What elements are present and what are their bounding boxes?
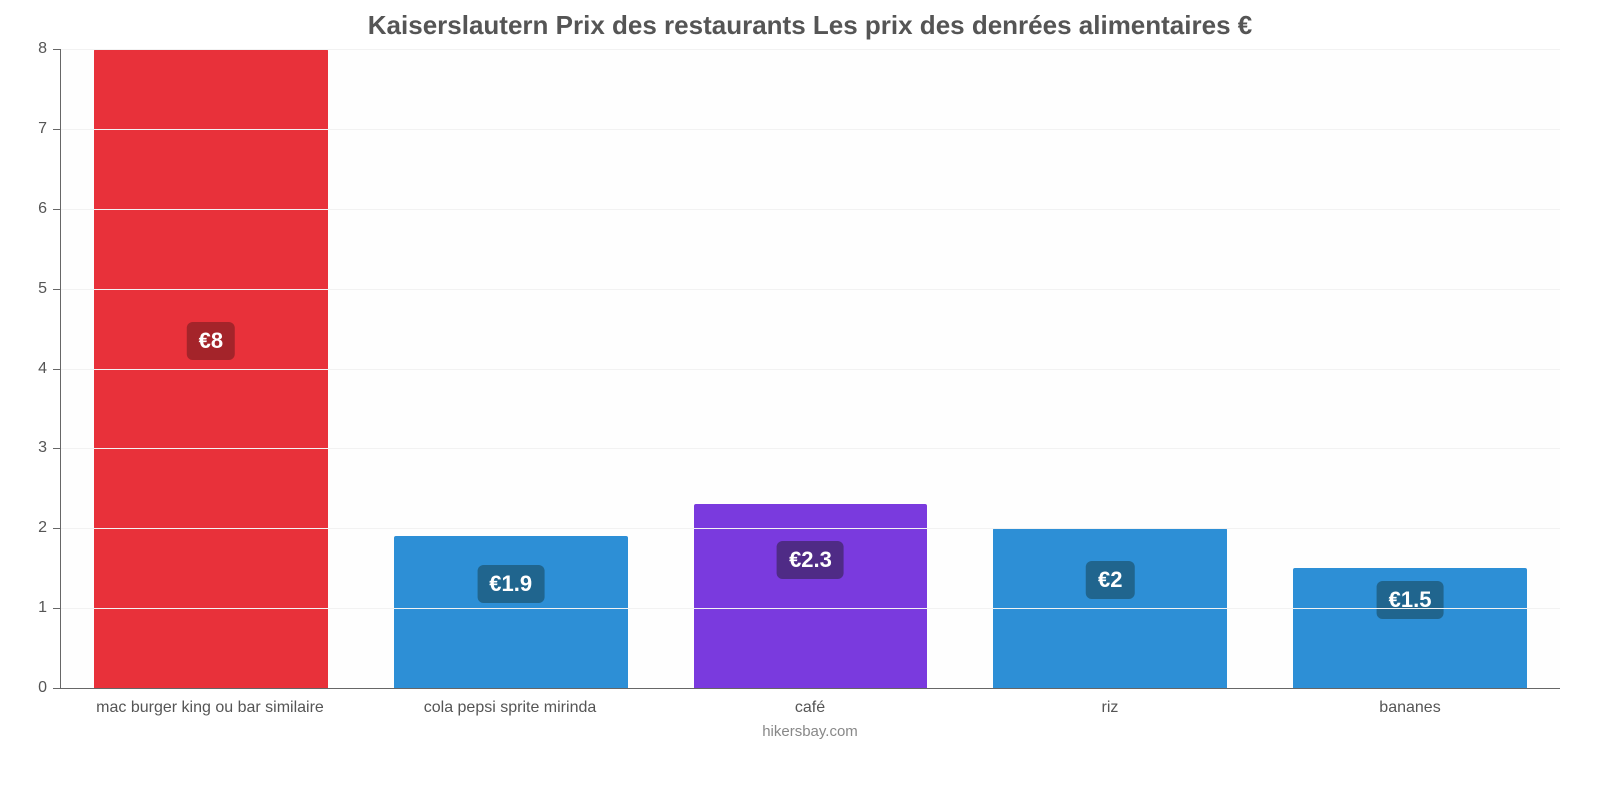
- chart-caption: hikersbay.com: [60, 723, 1560, 740]
- x-axis-label: café: [660, 699, 960, 717]
- bar: €1.9: [394, 536, 628, 688]
- y-tick-label: 4: [38, 360, 61, 378]
- gridline: [61, 608, 1560, 609]
- x-axis-label: bananes: [1260, 699, 1560, 717]
- x-axis-label: riz: [960, 699, 1260, 717]
- gridline: [61, 369, 1560, 370]
- gridline: [61, 448, 1560, 449]
- y-tick-label: 2: [38, 519, 61, 537]
- gridline: [61, 289, 1560, 290]
- gridline: [61, 528, 1560, 529]
- value-label: €2: [1086, 561, 1134, 599]
- value-label: €1.5: [1377, 581, 1444, 619]
- chart-title: Kaiserslautern Prix des restaurants Les …: [60, 0, 1560, 49]
- value-label: €8: [187, 322, 235, 360]
- y-tick-label: 1: [38, 599, 61, 617]
- gridline: [61, 49, 1560, 50]
- value-label: €1.9: [477, 565, 544, 603]
- price-bar-chart: Kaiserslautern Prix des restaurants Les …: [0, 0, 1600, 800]
- y-tick-label: 8: [38, 40, 61, 58]
- y-tick-label: 0: [38, 679, 61, 697]
- y-tick-label: 7: [38, 120, 61, 138]
- value-label: €2.3: [777, 541, 844, 579]
- bar: €2.3: [694, 504, 928, 688]
- gridline: [61, 209, 1560, 210]
- y-tick-label: 3: [38, 439, 61, 457]
- y-tick-label: 5: [38, 280, 61, 298]
- bar: €1.5: [1293, 568, 1527, 688]
- y-tick-label: 6: [38, 200, 61, 218]
- x-axis-label: mac burger king ou bar similaire: [60, 699, 360, 717]
- plot-area: €8€1.9€2.3€2€1.5 012345678: [60, 49, 1560, 689]
- x-axis-label: cola pepsi sprite mirinda: [360, 699, 660, 717]
- gridline: [61, 129, 1560, 130]
- x-axis-labels: mac burger king ou bar similairecola pep…: [60, 699, 1560, 717]
